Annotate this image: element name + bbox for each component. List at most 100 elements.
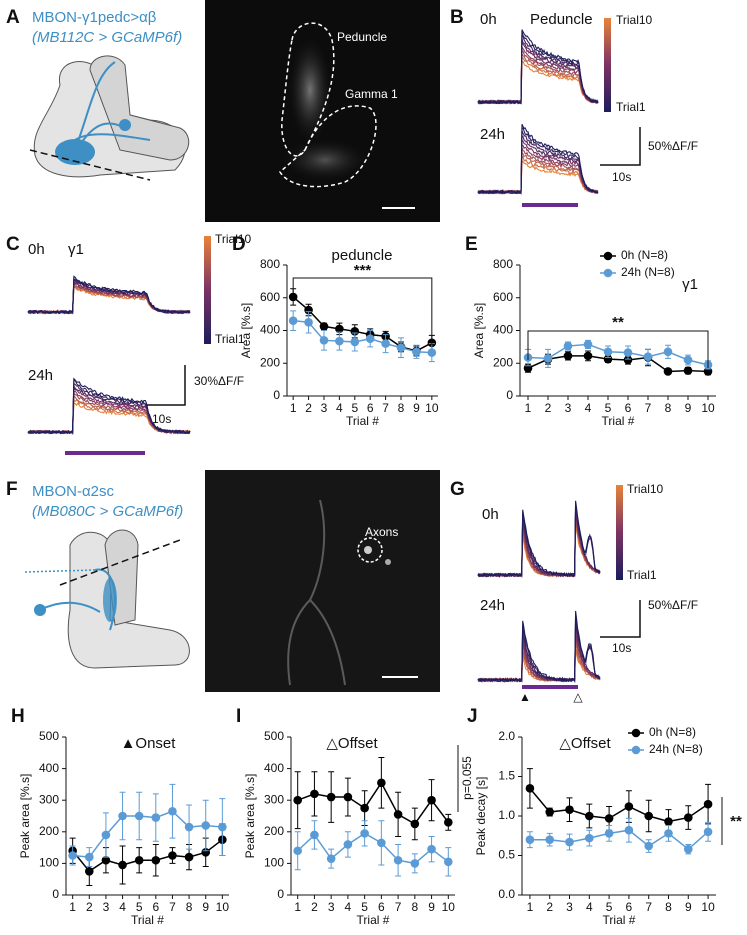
x-axis-label: Trial # — [346, 414, 379, 428]
x-tick-label: 8 — [665, 401, 672, 415]
significance-bracket — [527, 330, 709, 368]
data-point — [604, 829, 614, 838]
x-tick-label: 7 — [169, 900, 176, 914]
brain-diagram — [24, 529, 190, 669]
data-point — [365, 334, 375, 343]
data-point — [410, 819, 420, 829]
scale-label: 30%ΔF/F — [194, 374, 244, 388]
x-tick-label: 9 — [413, 401, 420, 415]
scale-label: 10s — [612, 170, 631, 184]
stimulus-bar — [522, 203, 578, 207]
data-point — [545, 835, 555, 844]
y-tick-label: 800 — [493, 257, 513, 271]
row-label: 0h — [28, 241, 45, 258]
x-tick-label: 7 — [645, 401, 652, 415]
data-point — [377, 838, 386, 848]
data-point — [444, 857, 453, 867]
x-tick-label: 7 — [395, 900, 402, 914]
trace — [27, 282, 191, 315]
series-line — [72, 839, 223, 873]
significance-label: *** — [354, 262, 372, 279]
x-tick-label: 5 — [136, 900, 143, 914]
significance-label: ** — [730, 813, 742, 830]
data-point — [310, 830, 319, 840]
panel-letter: C — [6, 234, 20, 255]
trace — [27, 377, 191, 435]
colorbar — [204, 236, 211, 344]
scale-label: 50%ΔF/F — [648, 139, 698, 153]
series-line — [527, 355, 709, 373]
data-point — [525, 835, 535, 844]
x-tick-label: 8 — [665, 900, 672, 914]
significance-label: p=0.055 — [460, 756, 474, 800]
scale-bar — [600, 600, 641, 638]
legend-marker — [603, 251, 613, 261]
data-point — [603, 354, 613, 364]
region-label: Peduncle — [530, 11, 593, 28]
data-point — [201, 848, 211, 857]
x-tick-label: 9 — [428, 900, 435, 914]
legend-label: 0h (N=8) — [621, 248, 668, 262]
trace — [477, 123, 599, 195]
scale-label: 50%ΔF/F — [648, 598, 698, 612]
x-tick-label: 6 — [625, 401, 632, 415]
x-tick-label: 9 — [202, 900, 209, 914]
y-tick-label: 0 — [273, 388, 280, 402]
x-tick-label: 9 — [685, 900, 692, 914]
data-point — [644, 811, 653, 821]
data-point — [683, 366, 693, 375]
data-point — [525, 784, 535, 793]
y-tick-label: 300 — [39, 792, 59, 806]
x-tick-label: 8 — [398, 401, 405, 415]
image-label: Gamma 1 — [345, 87, 398, 101]
data-point — [151, 813, 161, 822]
data-point — [427, 348, 437, 357]
x-tick-label: 5 — [605, 401, 612, 415]
data-point — [565, 837, 574, 847]
data-point — [427, 795, 436, 805]
data-point — [360, 803, 369, 813]
x-axis-label: Trial # — [357, 913, 390, 927]
panel-title: MBON-γ1pedc>αβ — [32, 9, 157, 26]
data-point — [585, 811, 594, 821]
x-tick-label: 3 — [566, 900, 573, 914]
data-point — [84, 867, 94, 876]
x-tick-label: 10 — [701, 401, 715, 415]
legend-marker — [631, 728, 641, 738]
data-point — [583, 351, 593, 361]
y-tick-label: 400 — [260, 323, 280, 337]
legend-label: 0h (N=8) — [649, 725, 696, 739]
image-label: Axons — [365, 525, 398, 539]
data-point — [84, 852, 94, 862]
x-tick-label: 8 — [411, 900, 418, 914]
significance-bracket — [292, 277, 433, 345]
data-point — [310, 789, 319, 799]
data-point — [134, 811, 144, 821]
data-point — [624, 825, 634, 835]
x-tick-label: 7 — [382, 401, 389, 415]
legend-label: 24h (N=8) — [621, 265, 675, 279]
x-tick-label: 5 — [351, 401, 358, 415]
data-point — [563, 351, 573, 361]
data-point — [326, 854, 336, 863]
data-point — [664, 817, 673, 826]
chart-title: △Offset — [559, 735, 611, 752]
x-tick-label: 1 — [69, 900, 76, 914]
data-point — [393, 810, 403, 819]
offset-marker: △ — [573, 690, 583, 704]
x-tick-label: 10 — [442, 900, 456, 914]
panel-letter: J — [467, 706, 478, 727]
series-line — [293, 319, 432, 354]
series-line — [297, 781, 449, 825]
y-tick-label: 500 — [264, 729, 284, 743]
data-point — [134, 855, 144, 865]
x-tick-label: 2 — [545, 401, 552, 415]
y-axis-label: Peak area [%.s] — [18, 774, 32, 859]
x-tick-label: 3 — [328, 900, 335, 914]
x-tick-label: 2 — [311, 900, 318, 914]
legend-marker — [603, 268, 613, 278]
y-axis-label: Peak area [%.s] — [243, 774, 257, 859]
y-tick-label: 0 — [52, 887, 59, 901]
data-point — [335, 324, 344, 334]
panel-title: MBON-α2sc — [32, 483, 115, 500]
